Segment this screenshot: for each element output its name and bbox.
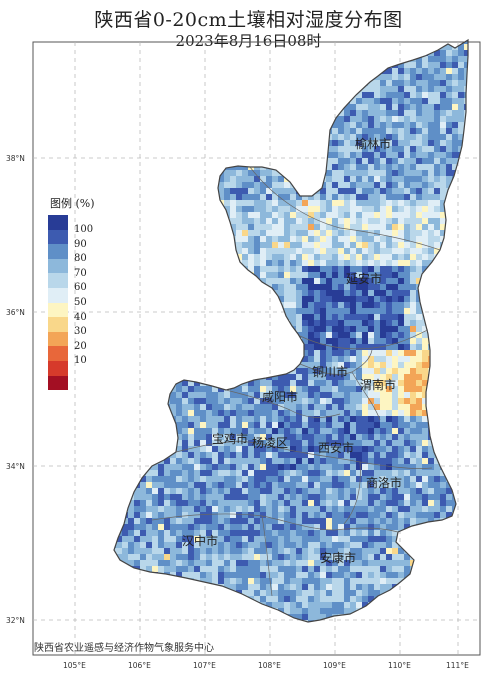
city-labels: 榆林市 延安市 铜川市 渭南市 咸阳市 宝鸡市 杨凌区 西安市 商洛市 汉中市 …: [182, 136, 402, 565]
city-label-yangling: 杨凌区: [252, 435, 288, 450]
map-frame: [32, 41, 481, 656]
city-label-xian: 西安市: [318, 440, 354, 455]
city-label-baoji: 宝鸡市: [212, 431, 248, 446]
legend-swatch: [48, 375, 68, 391]
lat-tick-32: 32°N: [6, 616, 25, 625]
legend-swatch: [48, 346, 68, 361]
lon-tick-109: 109°E: [323, 661, 346, 670]
map-title: 陕西省0-20cm土壤相对湿度分布图: [94, 9, 403, 31]
legend-label: 40: [74, 311, 87, 323]
legend-label: 60: [74, 282, 87, 294]
city-label-yulin: 榆林市: [355, 136, 391, 151]
city-label-xianyang: 咸阳市: [262, 389, 298, 404]
legend-label: 80: [74, 253, 87, 265]
lon-tick-110: 110°E: [388, 661, 411, 670]
lon-tick-107: 107°E: [193, 661, 216, 670]
map-subtitle: 2023年8月16日08时: [175, 32, 322, 50]
legend-swatch: [48, 244, 68, 259]
legend-label: 70: [74, 267, 87, 279]
legend-swatch: [48, 229, 68, 245]
lon-tick-106: 106°E: [128, 661, 151, 670]
legend-swatch: [48, 331, 68, 347]
city-label-hanzhong: 汉中市: [182, 533, 218, 548]
legend-labels: 100 90 80 70 60 50 40 30 20 10: [74, 223, 93, 369]
city-boundaries: [151, 166, 441, 597]
legend-label: 100: [74, 224, 94, 235]
lat-tick-34: 34°N: [6, 462, 25, 471]
lon-tick-108: 108°E: [258, 661, 281, 670]
lon-tick-105: 105°E: [63, 661, 86, 670]
lon-tick-111: 111°E: [446, 661, 469, 670]
credit-text: 陕西省农业遥感与经济作物气象服务中心: [34, 643, 214, 654]
legend-swatch: [48, 287, 68, 303]
legend-colorbar: [48, 215, 68, 391]
legend-swatch: [48, 302, 68, 318]
lon-ticks: 105°E 106°E 107°E 108°E 109°E 110°E 111°…: [63, 661, 469, 670]
legend-swatch: [48, 317, 68, 332]
city-label-tongchuan: 铜川市: [312, 364, 348, 379]
legend-title: 图例 (%): [50, 197, 95, 210]
legend-swatch: [48, 360, 68, 376]
legend-swatch: [48, 273, 68, 288]
city-label-ankang: 安康市: [320, 550, 356, 565]
lat-ticks: 38°N 36°N 34°N 32°N: [6, 154, 25, 625]
city-label-yanan: 延安市: [346, 271, 382, 286]
legend-swatch: [48, 258, 68, 274]
lat-tick-38: 38°N: [6, 154, 25, 163]
legend-label: 50: [74, 296, 87, 308]
legend-label: 30: [74, 326, 87, 338]
city-label-shangluo: 商洛市: [366, 475, 402, 490]
moisture-raster: [114, 40, 468, 622]
lat-tick-36: 36°N: [6, 308, 25, 317]
legend-label: 20: [74, 340, 87, 352]
legend-swatch: [48, 215, 68, 230]
legend-label: 10: [74, 355, 87, 367]
city-label-weinan: 渭南市: [360, 377, 396, 392]
legend-label: 90: [74, 238, 87, 250]
